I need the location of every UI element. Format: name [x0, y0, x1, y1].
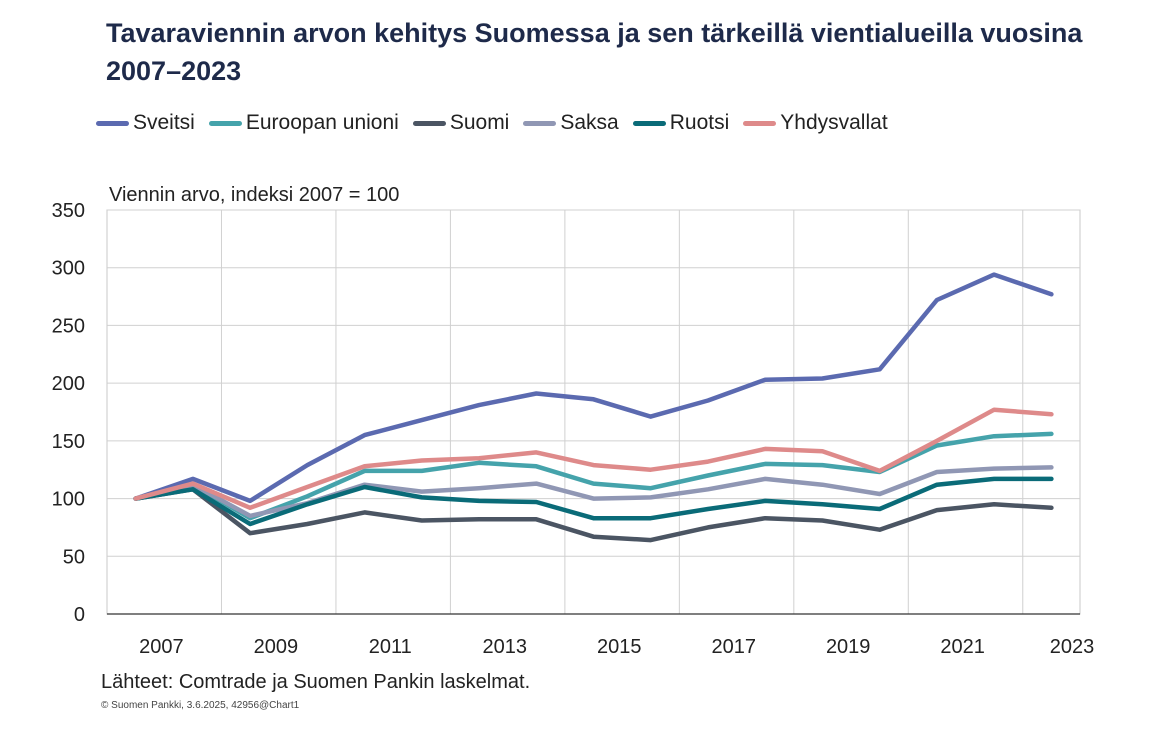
y-axis-label: Viennin arvo, indeksi 2007 = 100	[109, 184, 400, 206]
series-line-euroopan-unioni	[133, 431, 1054, 521]
legend-item: Ruotsi	[632, 111, 730, 135]
y-tick-label: 50	[63, 546, 85, 568]
y-tick-label: 350	[52, 200, 85, 222]
legend-item: Saksa	[523, 111, 619, 135]
legend-label: Suomi	[449, 111, 510, 134]
y-tick-label: 300	[52, 258, 85, 280]
x-tick-label: 2021	[940, 636, 985, 658]
legend-swatch	[412, 120, 446, 126]
copyright-note: © Suomen Pankki, 3.6.2025, 42956@Chart1	[101, 700, 300, 711]
x-tick-label: 2009	[254, 636, 299, 658]
legend-swatch	[743, 120, 777, 126]
series-line-saksa	[133, 465, 1054, 519]
legend-item: Sveitsi	[96, 111, 195, 135]
legend-swatch	[632, 120, 666, 126]
source-note: Lähteet: Comtrade ja Suomen Pankin laske…	[101, 671, 531, 693]
legend-label: Euroopan unioni	[245, 111, 399, 134]
x-tick-label: 2013	[483, 636, 528, 658]
y-tick-label: 200	[52, 373, 85, 395]
legend-item: Euroopan unioni	[208, 111, 399, 135]
legend-item: Suomi	[412, 111, 510, 135]
legend-label: Saksa	[560, 111, 619, 134]
x-tick-label: 2011	[369, 636, 412, 658]
series-line-suomi	[133, 487, 1054, 543]
y-tick-label: 150	[52, 431, 85, 453]
legend-item: Yhdysvallat	[743, 111, 888, 135]
legend-swatch	[208, 120, 242, 126]
x-tick-label: 2007	[139, 636, 184, 658]
series-line-ruotsi	[133, 476, 1054, 527]
legend-label: Yhdysvallat	[780, 111, 888, 134]
legend-label: Ruotsi	[669, 111, 730, 134]
legend-label: Sveitsi	[133, 111, 195, 134]
y-tick-label: 100	[52, 489, 85, 511]
chart-title: Tavaraviennin arvon kehitys Suomessa ja …	[106, 18, 1083, 86]
x-tick-label: 2019	[826, 636, 871, 658]
x-tick-label: 2015	[597, 636, 642, 658]
x-tick-label: 2017	[711, 636, 756, 658]
series-line-sveitsi	[133, 272, 1054, 504]
legend: Sveitsi Euroopan unioni Suomi Saksa Ruotsi Yh…	[96, 111, 902, 135]
y-tick-label: 250	[52, 315, 85, 337]
plot-area	[106, 209, 1081, 615]
y-tick-label: 0	[74, 604, 85, 626]
x-tick-label: 2023	[1050, 636, 1095, 658]
series-line-yhdysvallat	[133, 407, 1054, 511]
legend-swatch	[96, 120, 129, 126]
legend-swatch	[523, 120, 557, 126]
